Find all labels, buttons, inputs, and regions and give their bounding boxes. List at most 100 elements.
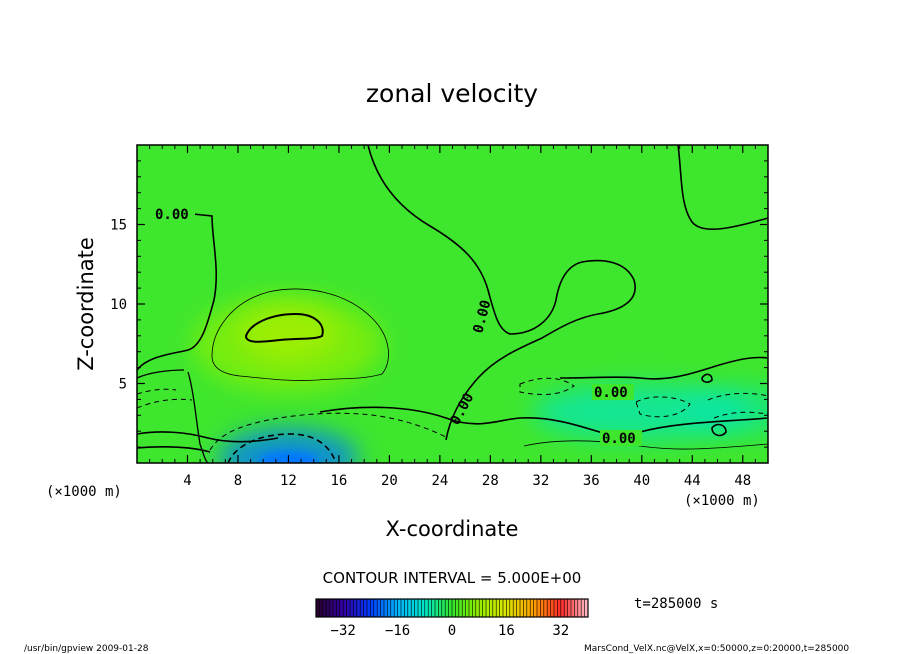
footer-left: /usr/bin/gpview 2009-01-28: [24, 644, 149, 654]
contour-zero-mid: [559, 356, 768, 380]
y-axis-label: Z-coordinate: [74, 237, 98, 371]
contour-lines: [137, 145, 768, 463]
colorbar-cell: [516, 599, 521, 617]
colorbar-cell: [492, 599, 497, 617]
colorbar-cell: [353, 599, 358, 617]
colorbar-cell: [557, 599, 562, 617]
colorbar-cell: [370, 599, 375, 617]
colorbar-cell: [343, 599, 347, 617]
colorbar-cell: [424, 599, 429, 617]
colorbar-cell: [360, 599, 364, 617]
contour-small-loop: [701, 373, 727, 437]
colorbar-cell: [428, 599, 432, 617]
colorbar-cell: [336, 599, 341, 617]
x-tick-label: 48: [734, 473, 751, 489]
contour-neg-dash-3: [137, 388, 193, 409]
time-label: t=285000 s: [634, 596, 718, 612]
colorbar-cell: [411, 599, 415, 617]
colorbar-cell: [509, 599, 514, 617]
colorbar-cell: [543, 599, 548, 617]
colorbar-cell: [401, 599, 405, 617]
colorbar-cell: [421, 599, 426, 617]
y-tick-label: 5: [119, 377, 127, 393]
contour-labels: 0.00 0.00 0.00 0.00 0.00: [153, 206, 642, 447]
colorbar-cell: [523, 599, 528, 617]
colorbar-cell: [448, 599, 453, 617]
contour-interval-text: CONTOUR INTERVAL = 5.000E+00: [323, 569, 582, 587]
colorbar-cell: [530, 599, 534, 617]
colorbar-cell: [455, 599, 460, 617]
colorbar-cell: [384, 599, 388, 617]
contour-neg-dash-1: [227, 433, 337, 463]
x-tick-label: 4: [183, 473, 191, 489]
x-tick-label: 20: [381, 473, 398, 489]
contour-label-bg: [592, 384, 634, 400]
colorbar-cell: [380, 599, 385, 617]
x-tick-label: 32: [532, 473, 549, 489]
colorbar-cell: [584, 599, 589, 617]
colorbar-cell: [472, 599, 477, 617]
colorbar-cell: [363, 599, 368, 617]
colorbar-cell: [462, 599, 466, 617]
x-tick-label: 28: [482, 473, 499, 489]
contour-neg-dash-2: [209, 412, 449, 451]
colorbar-cell: [322, 599, 327, 617]
colorbar-cell: [326, 599, 330, 617]
colorbar-tick-label: −32: [331, 623, 356, 639]
contour-label-bg: [153, 206, 195, 222]
heat-blob: [218, 428, 359, 463]
colorbar-cell: [503, 599, 507, 617]
x-tick-label: 12: [280, 473, 297, 489]
colorbar-cell: [486, 599, 490, 617]
colorbar-cell: [418, 599, 422, 617]
colorbar-cell: [520, 599, 524, 617]
footer-right: MarsCond_VelX.nc@VelX,x=0:50000,z=0:2000…: [584, 644, 849, 654]
contour-max-outer: [211, 288, 389, 381]
y-tick-label: 15: [110, 218, 127, 234]
contour-zero-upper: [367, 145, 636, 441]
y-axis-ticks: 5 10 15: [110, 160, 768, 448]
colorbar-cell: [458, 599, 463, 617]
colorbar-cell: [577, 599, 582, 617]
x-tick-label: 36: [583, 473, 600, 489]
contour-label: 0.00: [594, 385, 628, 401]
colorbar-cell: [554, 599, 558, 617]
colorbar-cell: [571, 599, 575, 617]
colorbar-cell: [319, 599, 324, 617]
colorbar-cell: [540, 599, 545, 617]
x-axis-label: X-coordinate: [386, 517, 519, 541]
contour-thin-band: [523, 440, 768, 450]
contour-low-left: [137, 369, 209, 463]
colorbar-cell: [404, 599, 409, 617]
colorbar-cell: [479, 599, 483, 617]
y-tick-label: 10: [110, 297, 127, 313]
colorbar-cell: [431, 599, 436, 617]
x-tick-label: 40: [633, 473, 650, 489]
colorbar-cell: [469, 599, 473, 617]
colorbar-cell: [550, 599, 555, 617]
colorbar-cell: [441, 599, 446, 617]
colorbar-cell: [482, 599, 487, 617]
contour-low-band-2: [137, 446, 211, 453]
contour-zero-right: [677, 145, 768, 231]
colorbar-cell: [564, 599, 568, 617]
colorbar-cell: [390, 599, 395, 617]
colorbar-cell: [465, 599, 470, 617]
colorbar-cell: [387, 599, 392, 617]
colorbar-tick-label: −16: [385, 623, 410, 639]
contour-zero-left: [137, 213, 218, 371]
colorbar-cell: [452, 599, 456, 617]
colorbar-cell: [329, 599, 334, 617]
colorbar-cell: [445, 599, 449, 617]
contour-low-band-1: [137, 431, 279, 443]
colorbar-tick-label: 32: [552, 623, 569, 639]
x-tick-label: 44: [684, 473, 701, 489]
colorbar-cell: [373, 599, 378, 617]
colorbar-cell: [547, 599, 551, 617]
x-unit-right: (×1000 m): [684, 493, 760, 509]
contour-label: 0.00: [602, 431, 636, 447]
colorbar-cell: [533, 599, 538, 617]
colorbar-cell: [513, 599, 517, 617]
colorbar-cell: [496, 599, 500, 617]
